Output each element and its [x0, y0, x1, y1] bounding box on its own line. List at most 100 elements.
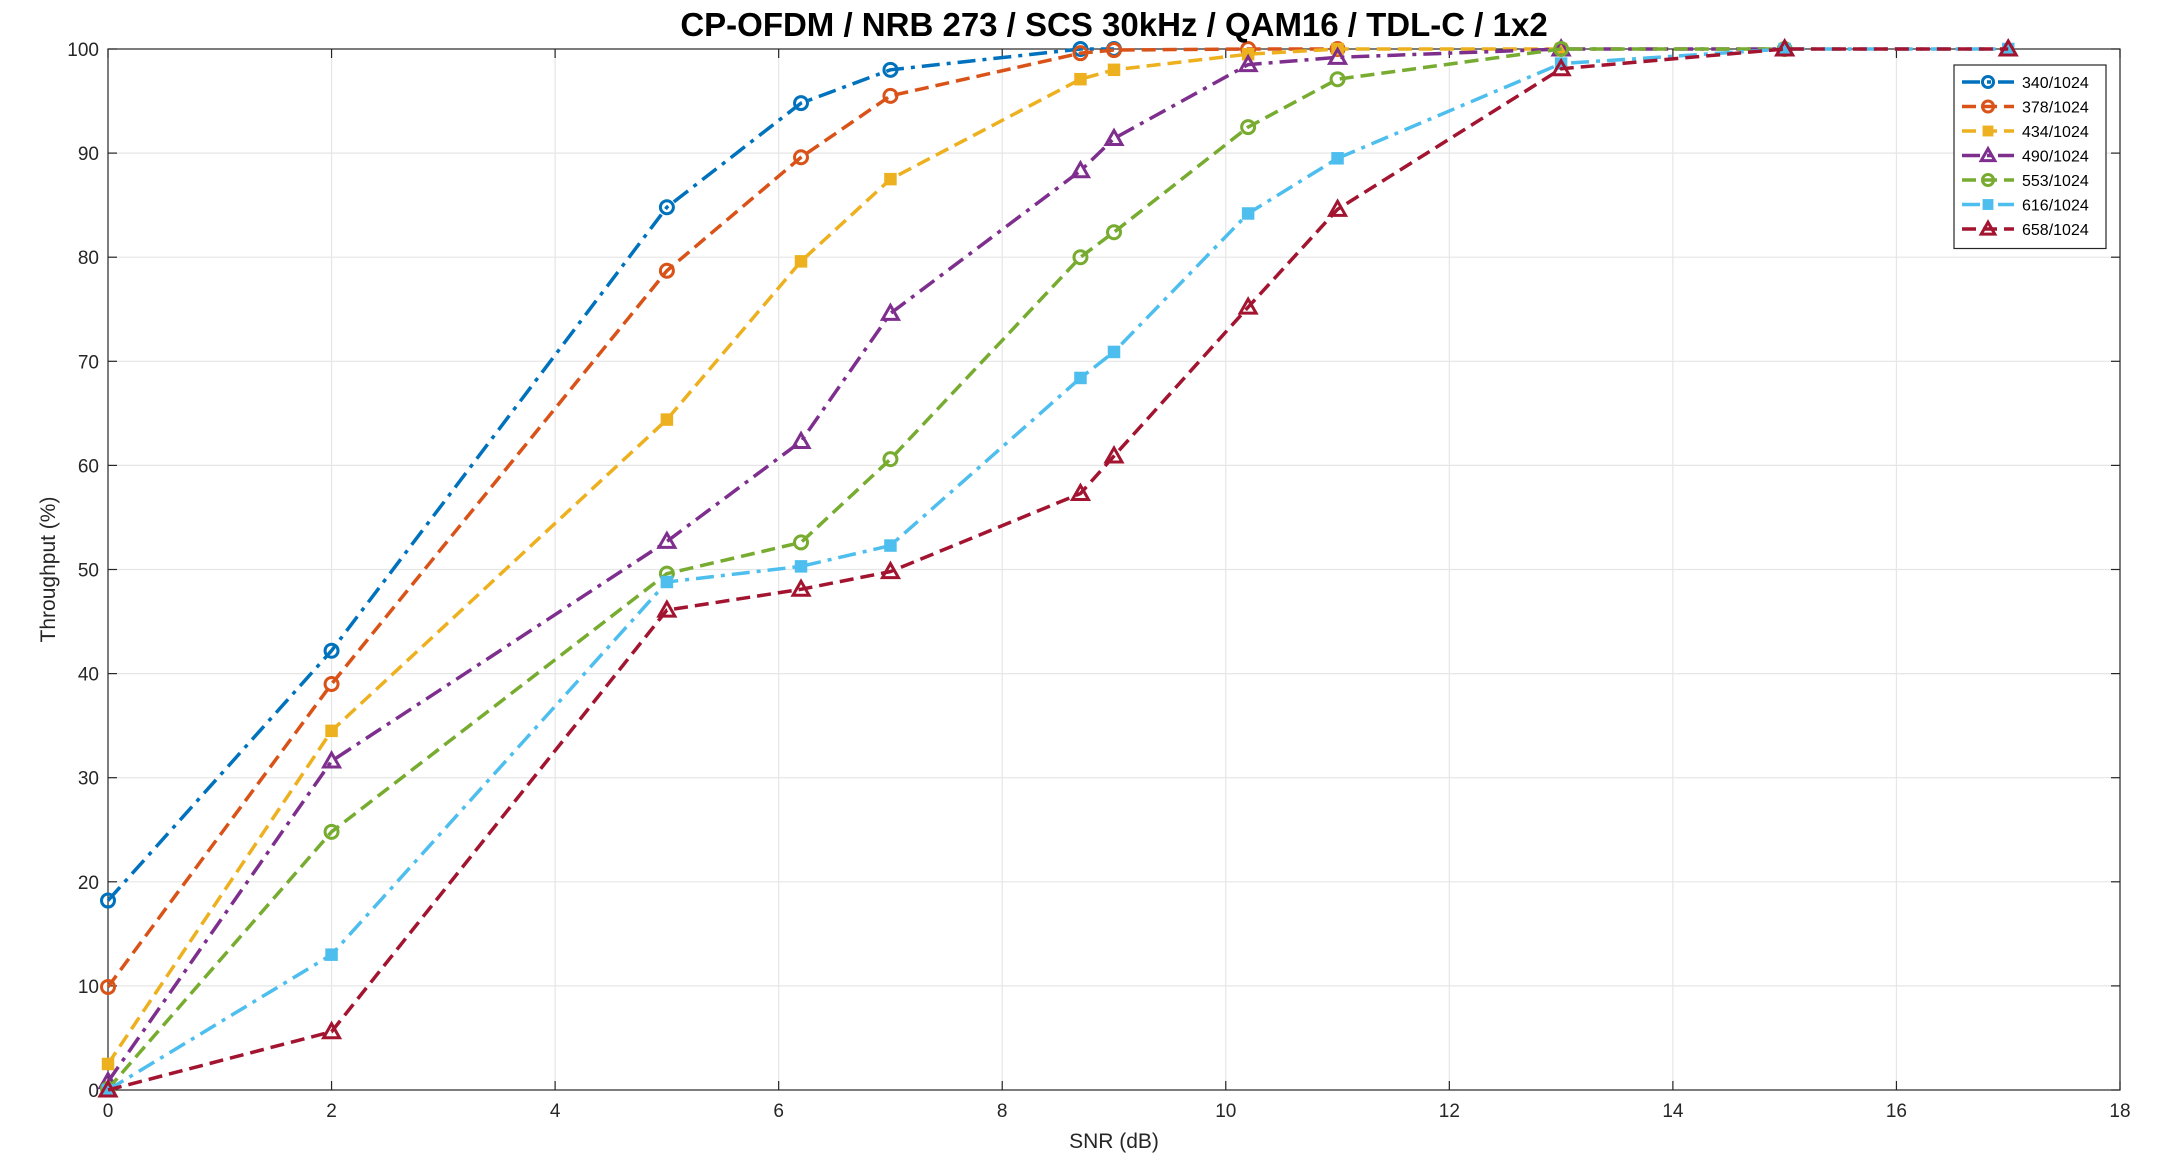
data-point	[793, 95, 810, 112]
data-point	[1072, 249, 1089, 266]
x-tick-label: 2	[326, 1101, 337, 1122]
chart-title: CP-OFDM / NRB 273 / SCS 30kHz / QAM16 / …	[680, 6, 1547, 43]
data-point	[879, 302, 902, 321]
data-point	[658, 262, 675, 279]
y-tick-label: 0	[88, 1081, 99, 1102]
data-point	[879, 560, 902, 580]
series-658-1024	[97, 37, 2019, 1098]
series-line	[106, 47, 1785, 1091]
y-tick-label: 90	[78, 144, 99, 165]
y-tick-label: 50	[78, 561, 99, 582]
data-point	[1978, 219, 1998, 236]
data-point	[100, 978, 116, 995]
data-point	[320, 1020, 343, 1040]
data-point	[1074, 371, 1087, 385]
data-point	[884, 539, 897, 552]
data-point	[1331, 152, 1344, 165]
series-layer	[97, 37, 2019, 1098]
data-point	[790, 578, 812, 597]
data-point	[1106, 224, 1122, 241]
data-point	[100, 892, 116, 909]
data-point	[793, 534, 810, 551]
data-point	[660, 575, 674, 589]
grid	[108, 49, 2120, 1090]
legend-entry: 490/1024	[1962, 145, 2089, 166]
data-point	[1774, 37, 1796, 57]
data-point	[1074, 72, 1087, 86]
series-line	[106, 47, 1562, 1065]
data-point	[882, 61, 899, 78]
legend-label: 340/1024	[2022, 75, 2089, 92]
data-point	[1980, 74, 1996, 90]
data-point	[1106, 42, 1122, 59]
y-tick-label: 70	[78, 352, 99, 373]
legend-entry: 553/1024	[1962, 172, 2089, 190]
y-tick-label: 20	[78, 873, 99, 894]
legend-label: 434/1024	[2022, 124, 2089, 141]
legend-label: 553/1024	[2022, 173, 2089, 190]
data-point	[1237, 296, 1259, 315]
legend-label: 658/1024	[2022, 222, 2089, 239]
data-point	[1550, 57, 1572, 77]
data-point	[660, 413, 674, 426]
series-line	[106, 47, 1785, 1083]
data-point	[1982, 125, 1994, 137]
data-point	[1107, 345, 1121, 359]
data-point	[656, 530, 678, 549]
data-point	[1241, 207, 1255, 220]
legend-label: 616/1024	[2022, 198, 2089, 215]
data-point	[1103, 127, 1125, 147]
series-553-1024	[100, 41, 1793, 1097]
axis-ticks: 0 2 4 6 8 10 12 14 16 18 0 10 20 30 40 50 60 70 80 90 100	[67, 40, 2130, 1122]
series-616-1024	[101, 42, 2015, 1097]
y-axis-label: Throughput (%)	[37, 497, 60, 643]
data-point	[1069, 482, 1092, 502]
data-point	[794, 560, 808, 573]
y-tick-label: 30	[78, 769, 99, 790]
data-point	[325, 948, 338, 961]
data-point	[658, 199, 675, 216]
data-point	[882, 451, 899, 468]
x-tick-label: 6	[773, 1101, 784, 1122]
data-point	[1103, 445, 1125, 464]
data-point	[656, 599, 678, 618]
x-tick-label: 4	[550, 1101, 561, 1122]
y-tick-label: 100	[67, 40, 99, 61]
data-point	[1978, 145, 1998, 163]
data-point	[793, 149, 810, 166]
series-line	[106, 47, 1114, 902]
data-point	[323, 676, 340, 693]
data-point	[1237, 53, 1259, 73]
y-tick-label: 40	[78, 665, 99, 686]
x-tick-label: 16	[1886, 1101, 1907, 1122]
data-point	[1980, 172, 1996, 188]
x-tick-label: 14	[1662, 1101, 1684, 1122]
data-point	[97, 1078, 119, 1098]
legend-label: 378/1024	[2022, 100, 2089, 117]
x-axis-label: SNR (dB)	[1069, 1130, 1159, 1153]
x-tick-label: 18	[2109, 1101, 2130, 1122]
x-tick-label: 8	[997, 1101, 1008, 1122]
data-point	[1997, 37, 2019, 57]
data-point	[325, 724, 338, 738]
x-tick-label: 0	[103, 1101, 114, 1122]
series-378-1024	[100, 41, 1346, 995]
data-point	[882, 87, 899, 104]
data-point	[1329, 71, 1346, 88]
data-point	[1326, 46, 1349, 65]
y-tick-label: 80	[78, 248, 99, 269]
data-point	[1980, 99, 1996, 114]
y-tick-label: 60	[78, 456, 99, 477]
y-tick-label: 10	[78, 977, 99, 998]
x-tick-label: 12	[1439, 1101, 1460, 1122]
legend-label: 490/1024	[2022, 149, 2089, 166]
data-point	[1069, 159, 1092, 179]
series-line	[107, 47, 2009, 1092]
data-point	[1107, 63, 1121, 77]
legend: 340/1024 378/1024 434/1024 490/1024 553/1024…	[1953, 64, 2107, 250]
series-line	[107, 47, 2009, 1092]
data-point	[1072, 45, 1089, 62]
data-point	[1240, 119, 1257, 136]
